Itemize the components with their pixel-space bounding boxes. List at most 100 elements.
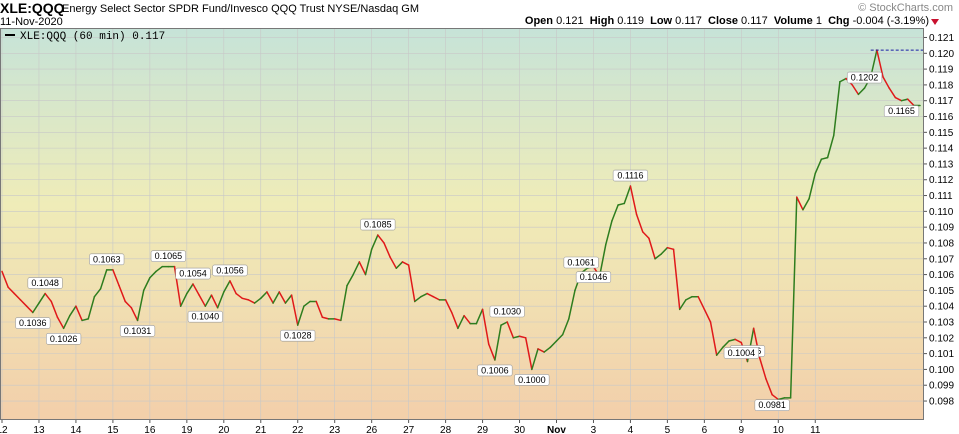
- price-annotation: 0.1116: [612, 169, 649, 182]
- annotation-label: 0.1061: [567, 258, 595, 268]
- x-tick-label: 3: [591, 425, 597, 434]
- series-segment: [826, 134, 835, 159]
- series-segment: [605, 220, 613, 246]
- series-segment: [549, 340, 558, 349]
- price-annotation: 0.1202: [846, 71, 883, 84]
- series-segment: [395, 261, 404, 270]
- series-segment: [759, 357, 767, 380]
- y-tick-label: 0.107: [929, 254, 954, 265]
- x-tick-label: 4: [628, 425, 634, 434]
- x-tick-label: 21: [255, 425, 267, 434]
- series-segment: [906, 98, 915, 107]
- y-tick-label: 0.099: [929, 381, 954, 392]
- x-tick-label: Nov: [547, 425, 566, 434]
- series-segment: [266, 291, 274, 304]
- series-segment: [93, 288, 102, 298]
- annotation-box: [754, 399, 790, 412]
- series-segment: [703, 308, 712, 323]
- series-segment: [648, 237, 656, 260]
- series-segment: [820, 156, 829, 160]
- chg-value: -0.004 (-3.19%): [852, 15, 929, 27]
- x-tick-label: 14: [70, 425, 82, 434]
- y-tick-label: 0.106: [929, 270, 954, 281]
- series-segment: [561, 318, 570, 336]
- price-annotation: 0.1165: [883, 105, 920, 118]
- series-segment: [672, 248, 681, 311]
- price-annotation: 0.1054: [175, 267, 211, 280]
- series-segment: [81, 318, 90, 322]
- annotation-label: 0.1054: [179, 269, 207, 279]
- series-segment: [25, 305, 34, 314]
- series-segment: [241, 297, 250, 301]
- y-tick-label: 0.120: [929, 49, 954, 60]
- series-segment: [832, 80, 841, 137]
- series-segment: [364, 248, 373, 276]
- series-segment: [734, 338, 743, 344]
- price-annotation: 0.1036: [15, 317, 51, 329]
- series-segment: [426, 292, 435, 298]
- series-segment: [796, 196, 804, 211]
- series-segment: [13, 292, 22, 301]
- series-segment: [216, 291, 225, 309]
- series-segment: [414, 295, 422, 303]
- series-segment: [223, 280, 231, 293]
- series-segment: [130, 307, 139, 322]
- series-segment: [728, 338, 736, 342]
- chart-date: 11-Nov-2020: [0, 16, 63, 28]
- series-segment: [709, 321, 718, 356]
- y-tick-label: 0.115: [929, 128, 954, 139]
- x-tick-label: 23: [329, 425, 341, 434]
- series-segment: [894, 96, 903, 102]
- series-segment: [44, 292, 53, 303]
- x-tick-label: 13: [33, 425, 45, 434]
- y-tick-label: 0.110: [929, 207, 954, 218]
- y-tick-label: 0.098: [929, 397, 954, 408]
- series-segment: [272, 291, 280, 304]
- series-segment: [50, 300, 59, 319]
- annotation-label: 0.1202: [851, 73, 879, 83]
- series-segment: [38, 292, 46, 304]
- high-label: High: [589, 15, 615, 27]
- annotation-label: 0.1065: [155, 251, 183, 261]
- x-tick-label: 15: [107, 425, 119, 434]
- down-arrow-icon: [931, 19, 939, 25]
- series-segment: [666, 246, 675, 251]
- series-segment: [352, 261, 361, 276]
- volume-label: Volume: [773, 15, 813, 27]
- series-segment: [56, 316, 65, 330]
- series-segment: [210, 294, 219, 309]
- series-segment: [284, 294, 293, 304]
- annotation-box: [46, 333, 82, 345]
- price-annotation: 0.1063: [89, 253, 125, 266]
- series-segment: [389, 256, 398, 270]
- series-segment: [346, 273, 354, 287]
- annotation-box: [846, 71, 883, 84]
- series-segment: [494, 324, 502, 361]
- series-segment: [315, 300, 324, 319]
- close-label: Close: [708, 15, 738, 27]
- series-segment: [500, 321, 508, 326]
- y-tick-label: 0.105: [929, 286, 954, 297]
- series-segment: [777, 397, 786, 401]
- series-segment: [247, 299, 256, 304]
- y-tick-label: 0.112: [929, 175, 954, 186]
- series-segment: [192, 283, 200, 296]
- price-annotation: 0.1046: [575, 271, 612, 283]
- x-tick-label: 30: [514, 425, 526, 434]
- y-tick-label: 0.117: [929, 96, 954, 107]
- series-segment: [876, 49, 884, 78]
- series-segment: [32, 302, 40, 314]
- high-value: 0.119: [617, 15, 644, 27]
- series-segment: [531, 348, 539, 371]
- series-segment: [340, 284, 348, 322]
- series-segment: [524, 337, 533, 371]
- series-segment: [857, 87, 866, 96]
- plot-area: [0, 28, 924, 420]
- annotation-label: 0.1030: [493, 307, 521, 317]
- annotation-box: [477, 364, 513, 377]
- x-tick-label: 10: [773, 425, 785, 434]
- series-segment: [1, 270, 9, 288]
- annotation-label: 0.1046: [580, 272, 608, 282]
- series-segment: [235, 292, 244, 300]
